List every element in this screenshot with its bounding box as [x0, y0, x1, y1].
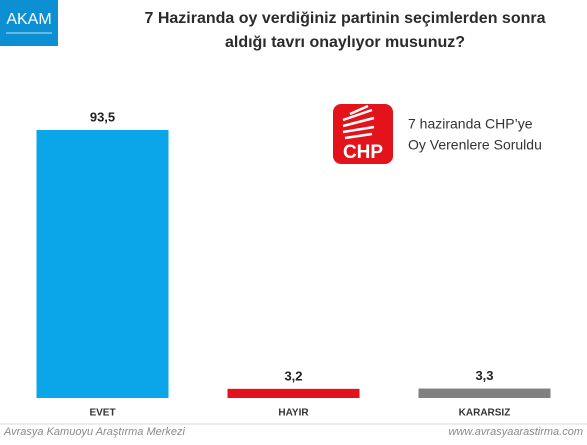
chp-logo: CHP	[333, 104, 393, 164]
logo-arrows	[342, 104, 375, 140]
data-label: 93,5	[90, 109, 115, 124]
x-tick-label: KARARSIZ	[459, 408, 511, 419]
logo-text: CHP	[343, 142, 383, 163]
bar	[36, 130, 169, 398]
logo-text: AKAM	[6, 11, 51, 28]
logo-box	[0, 0, 58, 46]
bar	[418, 388, 551, 398]
bar	[227, 388, 360, 398]
annotation: 7 haziranda CHP’ye	[408, 116, 533, 132]
data-label: 3,3	[475, 368, 493, 383]
annotation: Oy Verenlere Soruldu	[408, 137, 542, 153]
x-tick-label: HAYIR	[278, 408, 309, 419]
chart-title: aldığı tavrı onaylıyor musunuz?	[225, 34, 465, 51]
chart-title: 7 Haziranda oy verdiğiniz partinin seçim…	[144, 10, 545, 27]
footer-left: Avrasya Kamuoyu Araştırma Merkezi	[3, 426, 186, 438]
data-label: 3,2	[284, 368, 302, 383]
footer-right: www.avrasyaarastirma.com	[449, 426, 583, 438]
x-tick-label: EVET	[89, 408, 115, 419]
